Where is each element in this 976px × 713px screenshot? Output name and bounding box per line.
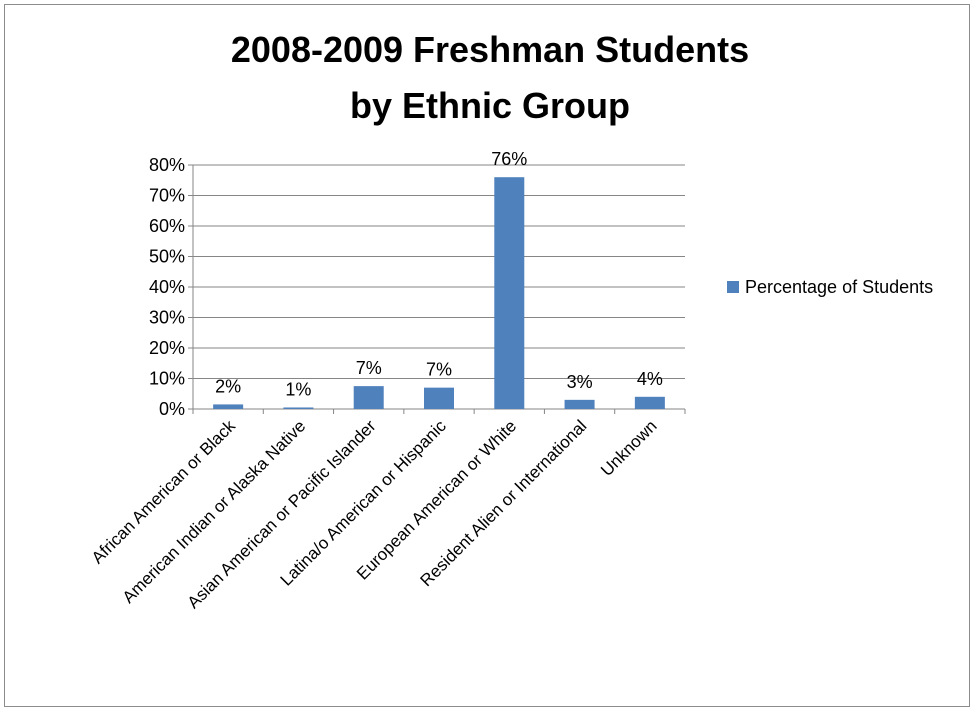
y-tick-labels: 0% 10% 20% 30% 40% 50% 60% 70% 80% [149,155,185,419]
gridlines [193,164,685,379]
legend: Percentage of Students [727,277,933,297]
bars [213,177,665,409]
data-labels: 2% 1% 7% 7% 76% 3% 4% [215,149,663,399]
y-tick-label: 20% [149,338,185,358]
bar [634,396,665,409]
chart-title-line2: by Ethnic Group [350,85,630,126]
data-label: 7% [356,358,382,378]
y-tick-label: 0% [159,399,185,419]
legend-swatch [727,281,739,293]
chart-frame [4,4,970,707]
chart-title-line1: 2008-2009 Freshman Students [231,29,749,70]
y-tick-label: 70% [149,186,185,206]
y-tick-label: 80% [149,155,185,175]
y-tick-label: 50% [149,247,185,267]
bar [564,399,595,409]
x-tick-label: Unknown [597,416,661,480]
y-tick-label: 60% [149,216,185,236]
y-tick-label: 30% [149,308,185,328]
data-label: 1% [285,379,311,399]
bar [424,387,454,409]
y-tick-label: 40% [149,277,185,297]
data-label: 3% [567,372,593,392]
data-label: 76% [491,149,527,169]
bar [494,177,525,409]
data-label: 2% [215,376,241,396]
bar [213,404,244,409]
bar [283,407,314,409]
legend-label: Percentage of Students [745,277,933,297]
bar [353,386,384,409]
data-label: 7% [426,360,452,380]
y-tick-label: 10% [149,369,185,389]
x-tick-label: African American or Black [88,416,239,567]
data-label: 4% [637,369,663,389]
